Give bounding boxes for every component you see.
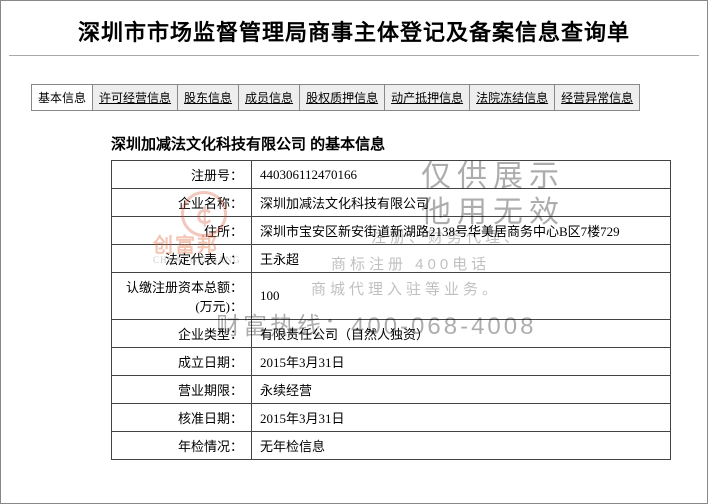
field-value: 深圳加减法文化科技有限公司 — [252, 189, 671, 217]
tab-bar: 基本信息 许可经营信息 股东信息 成员信息 股权质押信息 动产抵押信息 法院冻结… — [31, 84, 707, 111]
field-value: 无年检信息 — [252, 432, 671, 460]
tab-equity-pledge[interactable]: 股权质押信息 — [299, 84, 385, 111]
table-row: 企业名称：深圳加减法文化科技有限公司 — [112, 189, 671, 217]
field-value: 2015年3月31日 — [252, 404, 671, 432]
field-value: 440306112470166 — [252, 161, 671, 189]
field-label: 成立日期： — [112, 348, 252, 376]
table-row: 营业期限：永续经营 — [112, 376, 671, 404]
field-value: 2015年3月31日 — [252, 348, 671, 376]
field-value: 深圳市宝安区新安街道新湖路2138号华美居商务中心B区7楼729 — [252, 217, 671, 245]
table-row: 住所：深圳市宝安区新安街道新湖路2138号华美居商务中心B区7楼729 — [112, 217, 671, 245]
divider — [9, 55, 699, 56]
tab-basic-info[interactable]: 基本信息 — [31, 84, 93, 111]
tab-chattel-mortgage[interactable]: 动产抵押信息 — [384, 84, 470, 111]
tab-court-freeze[interactable]: 法院冻结信息 — [469, 84, 555, 111]
field-label: 企业类型： — [112, 320, 252, 348]
table-row: 年检情况：无年检信息 — [112, 432, 671, 460]
field-label: 法定代表人： — [112, 245, 252, 273]
field-label: 认缴注册资本总额：(万元)： — [112, 273, 252, 320]
field-label: 营业期限： — [112, 376, 252, 404]
field-value: 100 — [252, 273, 671, 320]
field-label: 核准日期： — [112, 404, 252, 432]
tab-shareholder-info[interactable]: 股东信息 — [177, 84, 239, 111]
table-row: 企业类型：有限责任公司（自然人独资） — [112, 320, 671, 348]
field-value: 有限责任公司（自然人独资） — [252, 320, 671, 348]
table-row: 注册号：440306112470166 — [112, 161, 671, 189]
table-row: 认缴注册资本总额：(万元)：100 — [112, 273, 671, 320]
page-title: 深圳市市场监督管理局商事主体登记及备案信息查询单 — [1, 1, 707, 55]
field-label: 住所： — [112, 217, 252, 245]
table-row: 核准日期：2015年3月31日 — [112, 404, 671, 432]
field-value: 永续经营 — [252, 376, 671, 404]
tab-abnormal-ops[interactable]: 经营异常信息 — [554, 84, 640, 111]
field-label: 注册号： — [112, 161, 252, 189]
field-label: 企业名称： — [112, 189, 252, 217]
section-title: 深圳加减法文化科技有限公司 的基本信息 — [111, 133, 707, 154]
tab-member-info[interactable]: 成员信息 — [238, 84, 300, 111]
field-value: 王永超 — [252, 245, 671, 273]
table-row: 法定代表人：王永超 — [112, 245, 671, 273]
tab-license-info[interactable]: 许可经营信息 — [92, 84, 178, 111]
table-row: 成立日期：2015年3月31日 — [112, 348, 671, 376]
field-label: 年检情况： — [112, 432, 252, 460]
registration-query-sheet: 深圳市市场监督管理局商事主体登记及备案信息查询单 基本信息 许可经营信息 股东信… — [0, 0, 708, 504]
basic-info-table: 注册号：440306112470166 企业名称：深圳加减法文化科技有限公司 住… — [111, 160, 671, 460]
